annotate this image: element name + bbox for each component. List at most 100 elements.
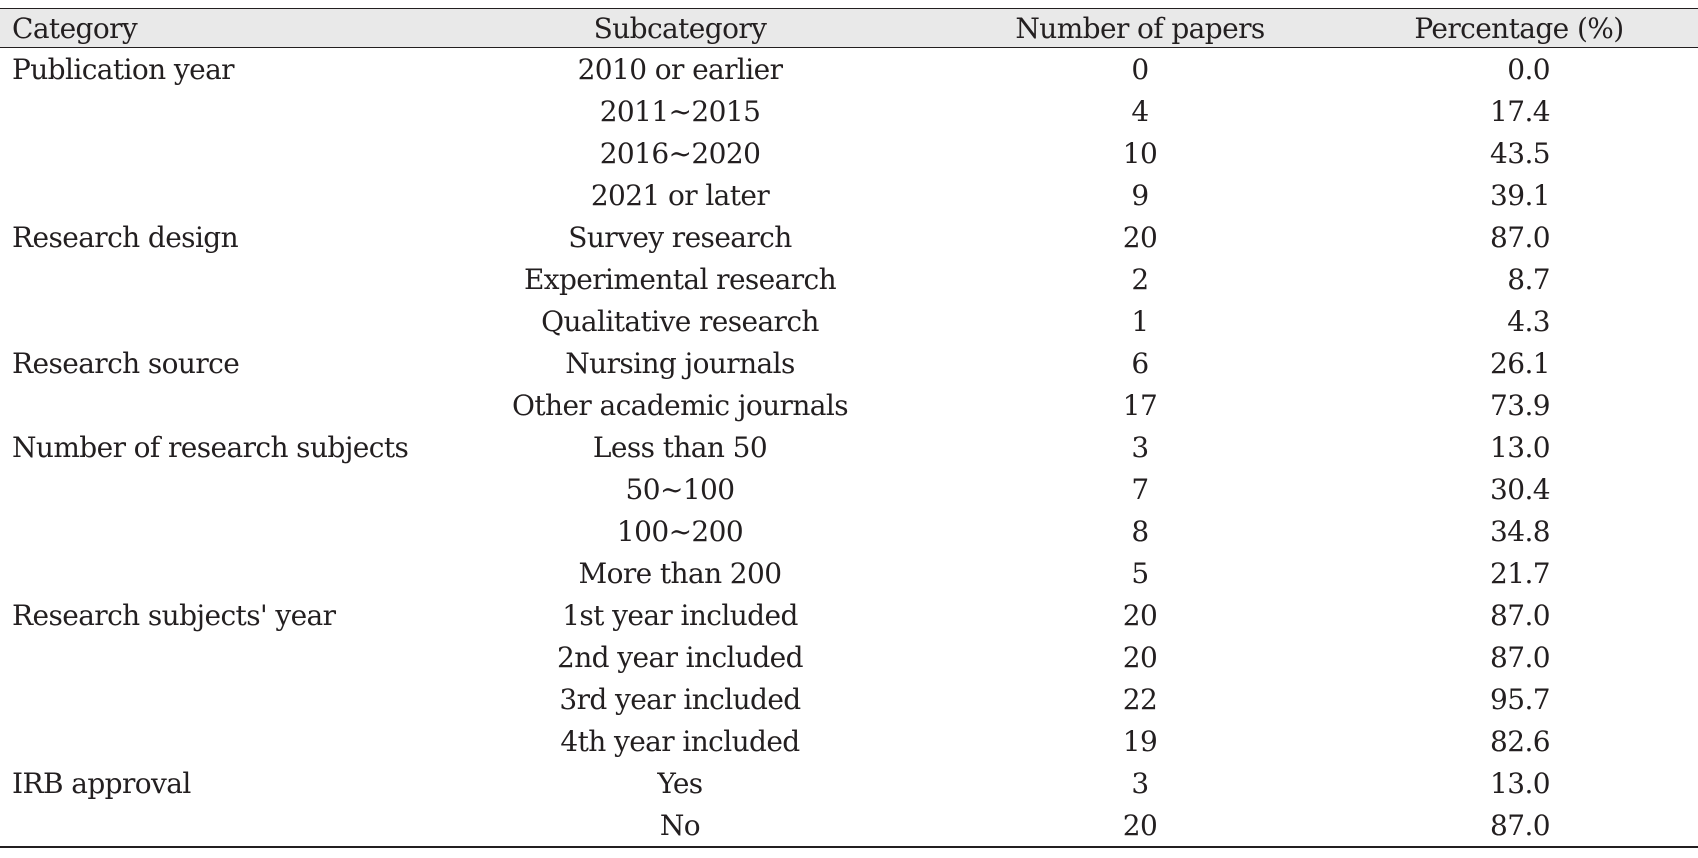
header-percentage: Percentage (%) (1340, 8, 1698, 48)
cell-papers: 6 (1131, 346, 1149, 380)
cell-category (0, 90, 420, 132)
table-row: Publication year 2010 or earlier 0 0.0 (0, 48, 1698, 91)
cell-subcategory: Other academic journals (512, 388, 849, 422)
cell-category (0, 804, 420, 848)
cell-category (0, 720, 420, 762)
cell-papers: 7 (1131, 472, 1149, 506)
table-row: 2021 or later 9 39.1 (0, 174, 1698, 216)
cell-papers: 5 (1131, 556, 1149, 590)
cell-papers: 20 (940, 804, 1340, 848)
cell-category: Research design (12, 220, 239, 254)
cell-category (0, 552, 420, 594)
cell-percentage: 26.1 (1490, 346, 1551, 380)
cell-subcategory: Experimental research (523, 262, 837, 296)
cell-category (0, 678, 420, 720)
table-row: Research subjects' year 1st year include… (0, 594, 1698, 636)
cell-category: IRB approval (12, 766, 191, 800)
cell-percentage: 82.6 (1490, 724, 1551, 758)
cell-category: Research source (12, 346, 240, 380)
cell-percentage: 87.0 (1340, 804, 1698, 848)
table-row: 2011~2015 4 17.4 (0, 90, 1698, 132)
cell-percentage: 34.8 (1490, 514, 1551, 548)
cell-papers: 3 (1131, 766, 1149, 800)
cell-category (0, 258, 420, 300)
cell-subcategory: 4th year included (560, 724, 800, 758)
cell-category (0, 300, 420, 342)
cell-percentage: 87.0 (1490, 640, 1551, 674)
cell-subcategory: 2016~2020 (599, 136, 761, 170)
cell-subcategory: 2021 or later (590, 178, 770, 212)
table-row: Other academic journals 17 73.9 (0, 384, 1698, 426)
table-row: 3rd year included 22 95.7 (0, 678, 1698, 720)
table-row: 2nd year included 20 87.0 (0, 636, 1698, 678)
cell-category (0, 132, 420, 174)
cell-papers: 22 (1122, 682, 1158, 716)
cell-papers: 8 (1131, 514, 1149, 548)
cell-percentage: 87.0 (1490, 598, 1551, 632)
table-row: Experimental research 2 8.7 (0, 258, 1698, 300)
table-header: Category Subcategory Number of papers Pe… (0, 8, 1698, 48)
cell-subcategory: Qualitative research (541, 304, 819, 338)
cell-percentage: 95.7 (1490, 682, 1551, 716)
cell-subcategory: 2010 or earlier (577, 52, 783, 86)
table-row: More than 200 5 21.7 (0, 552, 1698, 594)
cell-percentage: 73.9 (1490, 388, 1551, 422)
cell-category (0, 174, 420, 216)
cell-percentage: 8.7 (1507, 262, 1550, 296)
cell-category: Publication year (12, 52, 235, 86)
cell-percentage: 4.3 (1507, 304, 1550, 338)
cell-subcategory: Yes (657, 766, 703, 800)
cell-category: Number of research subjects (12, 430, 409, 464)
cell-percentage: 13.0 (1490, 430, 1551, 464)
table-row: Research source Nursing journals 6 26.1 (0, 342, 1698, 384)
cell-percentage: 13.0 (1490, 766, 1551, 800)
table-row: 100~200 8 34.8 (0, 510, 1698, 552)
cell-subcategory: 2011~2015 (599, 94, 761, 128)
cell-category (0, 384, 420, 426)
cell-papers: 3 (1131, 430, 1149, 464)
table-row: 50~100 7 30.4 (0, 468, 1698, 510)
cell-papers: 1 (1131, 304, 1149, 338)
cell-papers: 17 (1122, 388, 1158, 422)
table-row: 2016~2020 10 43.5 (0, 132, 1698, 174)
table-row: Qualitative research 1 4.3 (0, 300, 1698, 342)
table-row: IRB approval Yes 3 13.0 (0, 762, 1698, 804)
cell-subcategory: Nursing journals (565, 346, 795, 380)
cell-subcategory: No (420, 804, 940, 848)
table-row: No 20 87.0 (0, 804, 1698, 848)
cell-papers: 0 (1131, 52, 1149, 86)
cell-subcategory: 100~200 (616, 514, 744, 548)
header-subcategory: Subcategory (420, 8, 940, 48)
cell-subcategory: 2nd year included (557, 640, 804, 674)
data-table-container: Category Subcategory Number of papers Pe… (0, 8, 1698, 848)
cell-papers: 19 (1122, 724, 1158, 758)
cell-category (0, 468, 420, 510)
table-header-row: Category Subcategory Number of papers Pe… (0, 8, 1698, 48)
cell-percentage: 30.4 (1490, 472, 1551, 506)
cell-percentage: 17.4 (1490, 94, 1551, 128)
cell-percentage: 87.0 (1490, 220, 1551, 254)
cell-subcategory: 3rd year included (559, 682, 801, 716)
table-row: 4th year included 19 82.6 (0, 720, 1698, 762)
cell-category (0, 636, 420, 678)
table-row: Number of research subjects Less than 50… (0, 426, 1698, 468)
cell-percentage: 21.7 (1490, 556, 1551, 590)
table-body: Publication year 2010 or earlier 0 0.0 2… (0, 48, 1698, 848)
cell-papers: 4 (1131, 94, 1149, 128)
cell-subcategory: 1st year included (562, 598, 798, 632)
cell-papers: 9 (1131, 178, 1149, 212)
cell-category: Research subjects' year (12, 598, 336, 632)
cell-subcategory: Survey research (568, 220, 792, 254)
cell-subcategory: Less than 50 (592, 430, 768, 464)
data-table: Category Subcategory Number of papers Pe… (0, 8, 1698, 848)
cell-subcategory: More than 200 (578, 556, 783, 590)
header-category: Category (0, 8, 420, 48)
cell-papers: 2 (1131, 262, 1149, 296)
cell-papers: 20 (1122, 598, 1158, 632)
cell-subcategory: 50~100 (625, 472, 736, 506)
cell-papers: 10 (1122, 136, 1158, 170)
cell-papers: 20 (1122, 220, 1158, 254)
header-number-of-papers: Number of papers (940, 8, 1340, 48)
cell-percentage: 0.0 (1507, 52, 1550, 86)
cell-papers: 20 (1122, 640, 1158, 674)
